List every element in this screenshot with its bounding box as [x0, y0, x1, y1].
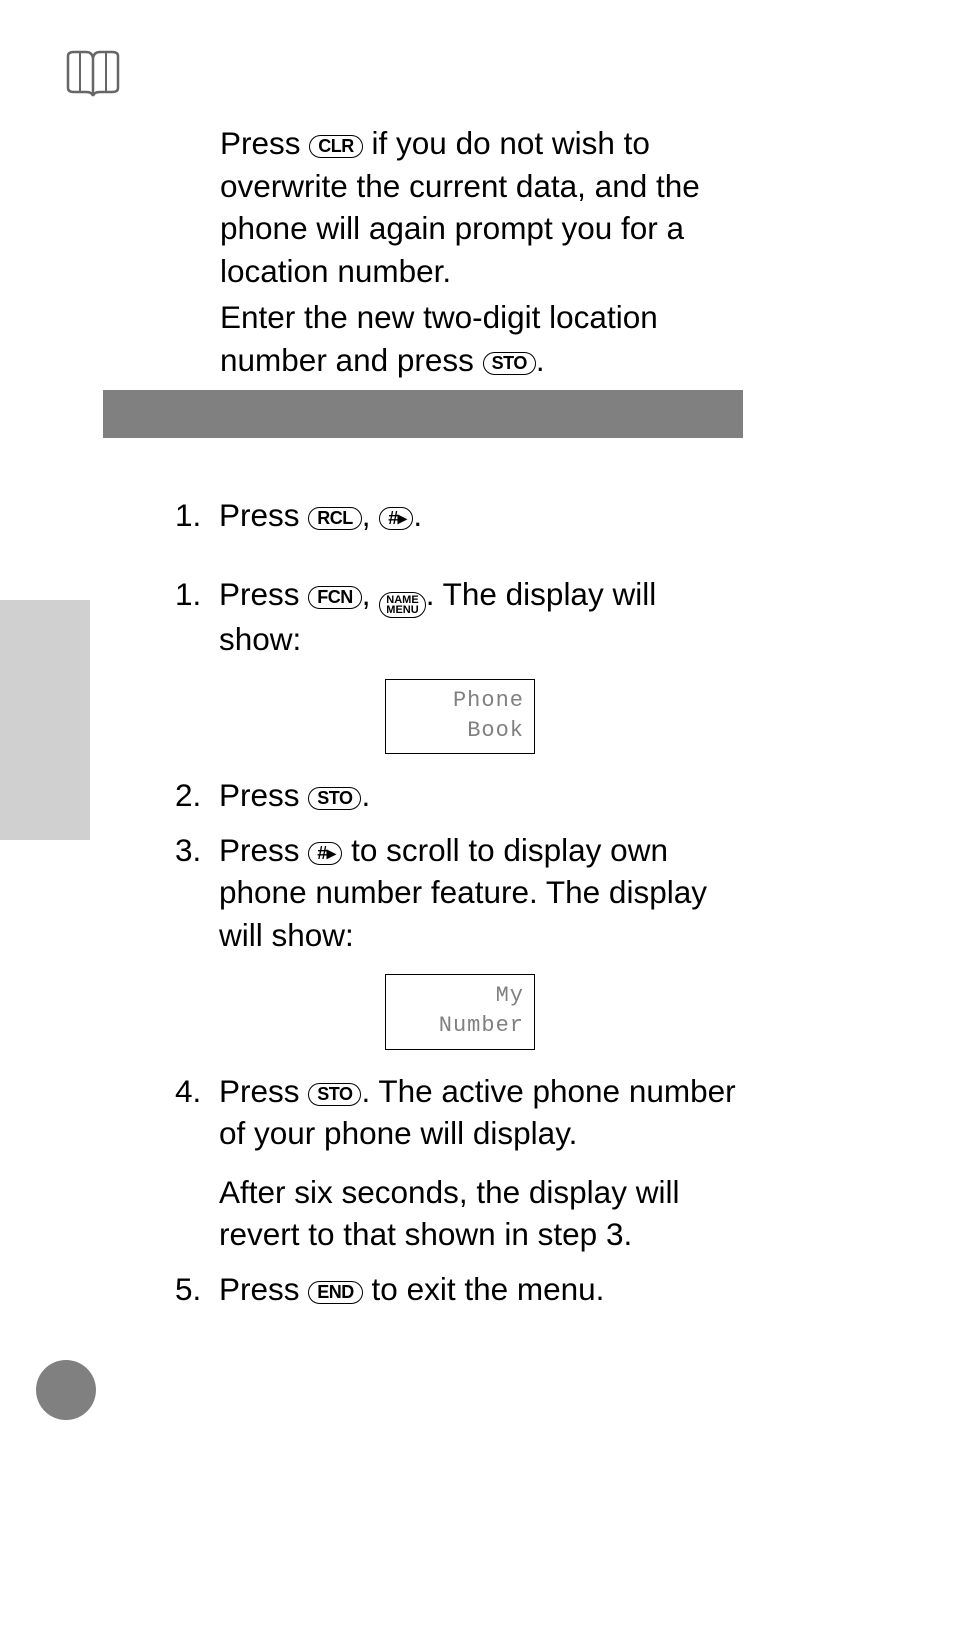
step-text: Press STO. The active phone number of yo…: [219, 1070, 745, 1256]
key-fcn: FCN: [308, 586, 362, 609]
key-rcl: RCL: [308, 507, 362, 530]
step-number: 5.: [175, 1268, 219, 1311]
key-end: END: [308, 1281, 363, 1304]
step-text: Press STO.: [219, 774, 745, 817]
text: .: [413, 497, 422, 533]
step-text: Press FCN, NAMEMENU. The display will sh…: [219, 573, 745, 661]
key-hash: #▸: [308, 842, 342, 865]
text: ,: [362, 497, 380, 533]
step-number: 1.: [175, 573, 219, 661]
step-1a: 1. Press RCL, #▸.: [175, 494, 745, 537]
display-line: Number: [396, 1011, 524, 1041]
section-divider-bar: [103, 390, 743, 438]
display-line: Phone: [396, 686, 524, 716]
text: Press: [219, 576, 308, 612]
text: Press: [220, 125, 309, 161]
display-my-number: My Number: [385, 974, 535, 1049]
text: Press: [219, 832, 308, 868]
key-sto: STO: [308, 787, 361, 810]
display-line: My: [396, 981, 524, 1011]
step-5: 5. Press END to exit the menu.: [175, 1268, 745, 1311]
text: Press: [219, 1073, 308, 1109]
text: Press: [219, 777, 308, 813]
text: .: [361, 777, 370, 813]
key-name-menu: NAMEMENU: [379, 592, 425, 619]
text: Press: [219, 1271, 308, 1307]
text: Press: [219, 497, 308, 533]
step-4: 4. Press STO. The active phone number of…: [175, 1070, 745, 1256]
key-clr: CLR: [309, 135, 363, 158]
display-phone-book: Phone Book: [385, 679, 535, 754]
key-hash: #▸: [379, 507, 413, 530]
step-text: Press #▸ to scroll to display own phone …: [219, 829, 745, 957]
step-number: 1.: [175, 494, 219, 537]
step-text: Press RCL, #▸.: [219, 494, 745, 537]
side-tab: [0, 600, 90, 840]
step-2: 2. Press STO.: [175, 774, 745, 817]
text: to exit the menu.: [363, 1271, 605, 1307]
page-number-dot: [36, 1360, 96, 1420]
key-sto: STO: [483, 352, 536, 375]
step-number: 4.: [175, 1070, 219, 1256]
step-number: 2.: [175, 774, 219, 817]
key-sto: STO: [308, 1083, 361, 1106]
paragraph-enter-location: Enter the new two-digit location number …: [220, 296, 740, 381]
followup-text: After six seconds, the display will reve…: [219, 1171, 745, 1256]
display-line: Book: [396, 716, 524, 746]
steps-block: 1. Press RCL, #▸. 1. Press FCN, NAMEMENU…: [175, 494, 745, 1346]
text: .: [536, 342, 545, 378]
step-number: 3.: [175, 829, 219, 957]
text: Enter the new two-digit location number …: [220, 299, 658, 378]
text: ,: [362, 576, 380, 612]
book-icon: [66, 48, 120, 105]
step-text: Press END to exit the menu.: [219, 1268, 745, 1311]
step-3: 3. Press #▸ to scroll to display own pho…: [175, 829, 745, 957]
step-1b: 1. Press FCN, NAMEMENU. The display will…: [175, 573, 745, 661]
paragraph-clr: Press CLR if you do not wish to overwrit…: [220, 122, 740, 292]
